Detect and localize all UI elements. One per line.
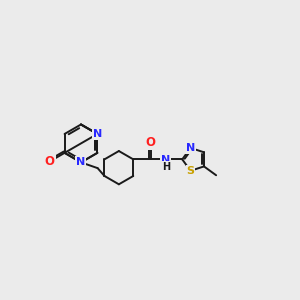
Text: N: N (76, 158, 85, 167)
Text: O: O (45, 155, 55, 168)
Text: N: N (93, 129, 102, 139)
Text: S: S (187, 166, 194, 176)
Text: N: N (186, 143, 195, 153)
Text: H: H (162, 162, 170, 172)
Text: N: N (161, 155, 170, 165)
Text: O: O (146, 136, 156, 149)
